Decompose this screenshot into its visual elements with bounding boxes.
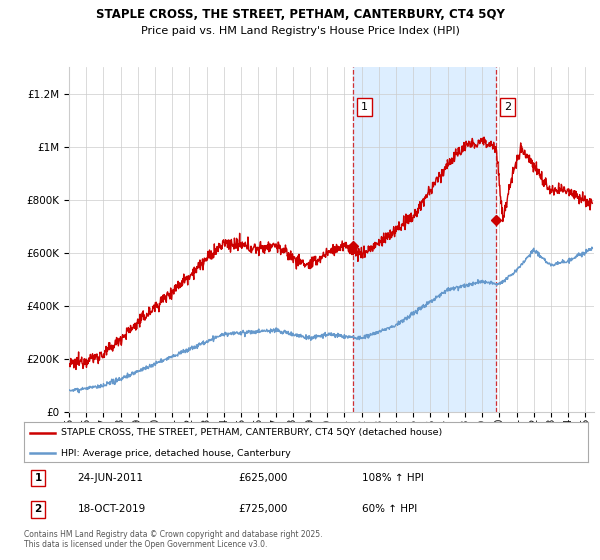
Text: 1: 1 <box>361 102 368 112</box>
Text: STAPLE CROSS, THE STREET, PETHAM, CANTERBURY, CT4 5QY: STAPLE CROSS, THE STREET, PETHAM, CANTER… <box>95 8 505 21</box>
Text: 24-JUN-2011: 24-JUN-2011 <box>77 473 143 483</box>
Text: Price paid vs. HM Land Registry's House Price Index (HPI): Price paid vs. HM Land Registry's House … <box>140 26 460 36</box>
Text: 1: 1 <box>34 473 42 483</box>
Text: STAPLE CROSS, THE STREET, PETHAM, CANTERBURY, CT4 5QY (detached house): STAPLE CROSS, THE STREET, PETHAM, CANTER… <box>61 428 442 437</box>
Text: Contains HM Land Registry data © Crown copyright and database right 2025.
This d: Contains HM Land Registry data © Crown c… <box>24 530 323 549</box>
Bar <box>353 67 496 412</box>
Text: £625,000: £625,000 <box>238 473 287 483</box>
Text: 108% ↑ HPI: 108% ↑ HPI <box>362 473 424 483</box>
Text: 60% ↑ HPI: 60% ↑ HPI <box>362 505 418 515</box>
Text: HPI: Average price, detached house, Canterbury: HPI: Average price, detached house, Cant… <box>61 449 290 458</box>
Text: 18-OCT-2019: 18-OCT-2019 <box>77 505 146 515</box>
Text: 2: 2 <box>34 505 42 515</box>
Text: 2: 2 <box>505 102 511 112</box>
Text: £725,000: £725,000 <box>238 505 287 515</box>
